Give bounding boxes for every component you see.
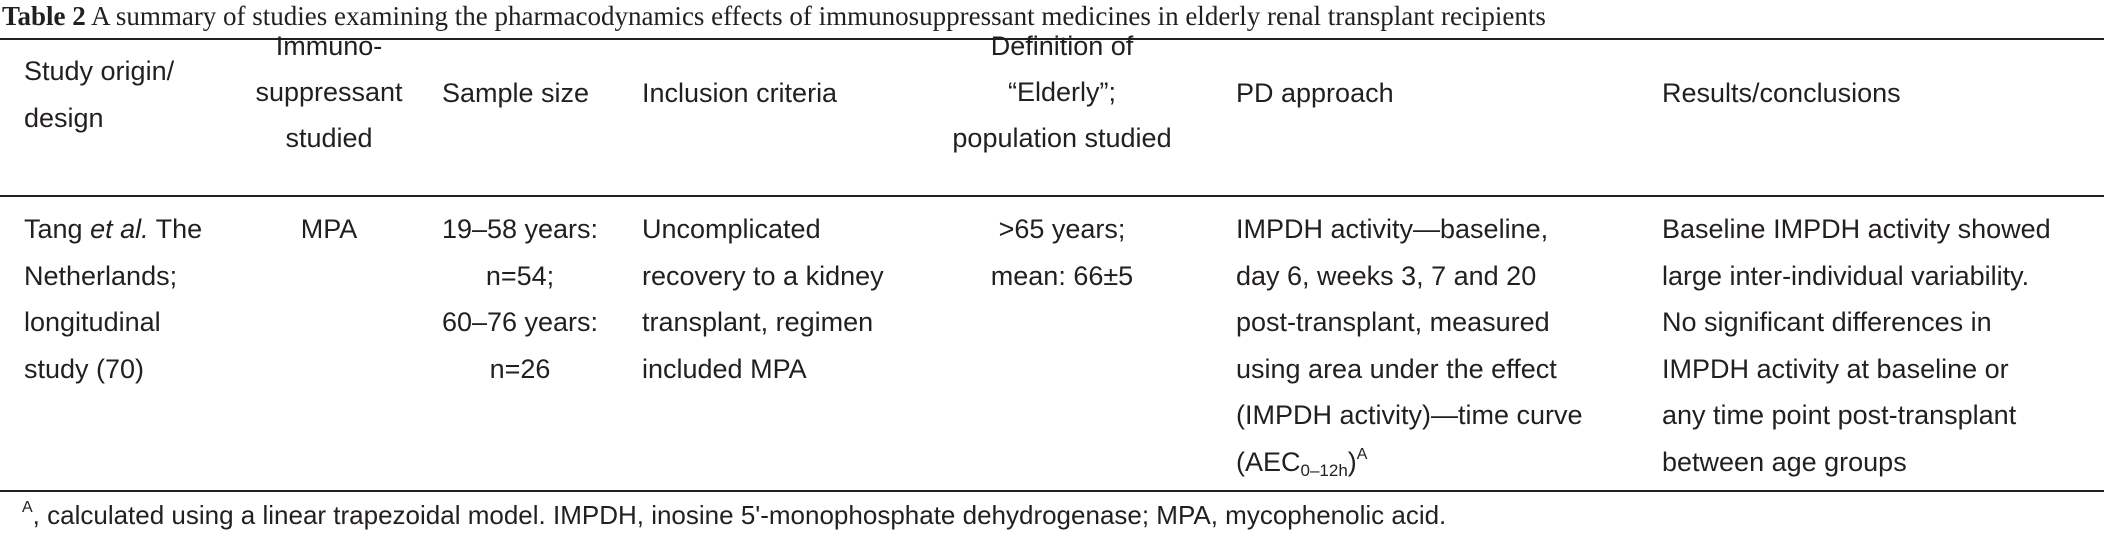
- header-line: Sample size: [442, 78, 590, 108]
- footnote-marker: A: [22, 499, 33, 516]
- aec-label: (AEC: [1236, 446, 1301, 477]
- study-author: Tang: [24, 214, 83, 244]
- cell-line: >65 years;: [998, 214, 1126, 244]
- header-line: Definition of: [990, 31, 1134, 61]
- cell-inclusion-criteria: Uncomplicated recovery to a kidney trans…: [642, 206, 884, 392]
- header-line: Study origin/: [24, 56, 175, 86]
- footnote-text: , calculated using a linear trapezoidal …: [32, 500, 1447, 530]
- bottom-rule: [0, 490, 2104, 492]
- cell-line: (IMPDH activity)—time curve: [1236, 400, 1583, 430]
- header-sample-size: Sample size: [442, 70, 589, 116]
- header-inclusion-criteria: Inclusion criteria: [642, 70, 837, 116]
- cell-line: n=54;: [485, 260, 555, 291]
- cell-line: (AEC0–12h)A: [1236, 439, 1583, 486]
- cell-study-origin: Tang et al. The Netherlands; longitudina…: [24, 206, 202, 392]
- cell-line: Tang et al. The: [24, 206, 202, 253]
- header-line: suppressant: [255, 77, 403, 107]
- cell-line: post-transplant, measured: [1236, 307, 1550, 337]
- cell-elderly-definition: >65 years; mean: 66±5: [922, 206, 1202, 299]
- header-line: population studied: [952, 123, 1172, 153]
- aec-close: ): [1347, 446, 1357, 477]
- header-line: PD approach: [1236, 78, 1394, 108]
- cell-line: using area under the effect: [1236, 353, 1557, 384]
- cell-line: large inter-individual variability.: [1662, 260, 2030, 291]
- cell-results: Baseline IMPDH activity showed large int…: [1662, 206, 2051, 485]
- cell-line: 60–76 years:: [441, 307, 599, 337]
- cell-sample-size: 19–58 years: n=54; 60–76 years: n=26: [420, 206, 620, 392]
- study-etal: et al.: [90, 214, 149, 244]
- header-line: Results/conclusions: [1662, 78, 1901, 108]
- cell-line: 19–58 years:: [441, 214, 599, 244]
- cell-line: any time point post-transplant: [1662, 400, 2017, 430]
- cell-line: recovery to a kidney: [642, 260, 884, 291]
- footnote-marker: A: [1356, 445, 1368, 463]
- cell-line: MPA: [300, 214, 358, 244]
- cell-line: longitudinal: [24, 307, 161, 337]
- header-study-origin: Study origin/ design: [24, 48, 174, 141]
- caption-text: A summary of studies examining the pharm…: [91, 1, 1546, 31]
- cell-line: day 6, weeks 3, 7 and 20: [1236, 260, 1537, 291]
- table-caption: Table 2 A summary of studies examining t…: [2, 0, 2102, 36]
- header-line: studied: [285, 123, 373, 153]
- top-rule: [0, 38, 2104, 40]
- cell-line: IMPDH activity—baseline,: [1236, 214, 1549, 244]
- header-line: Immuno-: [275, 31, 383, 61]
- cell-line: No significant differences in: [1662, 307, 1992, 337]
- cell-line: Baseline IMPDH activity showed: [1662, 214, 2051, 244]
- cell-line: IMPDH activity at baseline or: [1662, 353, 2009, 384]
- cell-immunosuppressant: MPA: [254, 206, 404, 253]
- cell-line: transplant, regimen: [642, 307, 874, 337]
- table-footnote: A, calculated using a linear trapezoidal…: [22, 498, 1446, 532]
- study-line1-rest: The: [148, 214, 203, 244]
- cell-line: study (70): [24, 353, 145, 384]
- aec-subscript: 0–12h: [1300, 460, 1348, 480]
- header-elderly-definition: Definition of “Elderly”; population stud…: [922, 23, 1202, 161]
- header-line: “Elderly”;: [1007, 77, 1116, 107]
- header-pd-approach: PD approach: [1236, 70, 1394, 116]
- cell-line: Netherlands;: [24, 260, 178, 291]
- header-line: design: [24, 102, 104, 133]
- table-label: Table 2: [2, 1, 86, 31]
- header-rule: [0, 195, 2104, 197]
- header-immunosuppressant: Immuno- suppressant studied: [254, 23, 404, 161]
- header-line: Inclusion criteria: [642, 78, 838, 108]
- cell-pd-approach: IMPDH activity—baseline, day 6, weeks 3,…: [1236, 206, 1583, 485]
- cell-line: mean: 66±5: [990, 260, 1134, 291]
- cell-line: n=26: [489, 353, 551, 384]
- header-results: Results/conclusions: [1662, 70, 1901, 116]
- cell-line: between age groups: [1662, 446, 1907, 477]
- cell-line: Uncomplicated: [642, 214, 821, 244]
- cell-line: included MPA: [642, 353, 807, 384]
